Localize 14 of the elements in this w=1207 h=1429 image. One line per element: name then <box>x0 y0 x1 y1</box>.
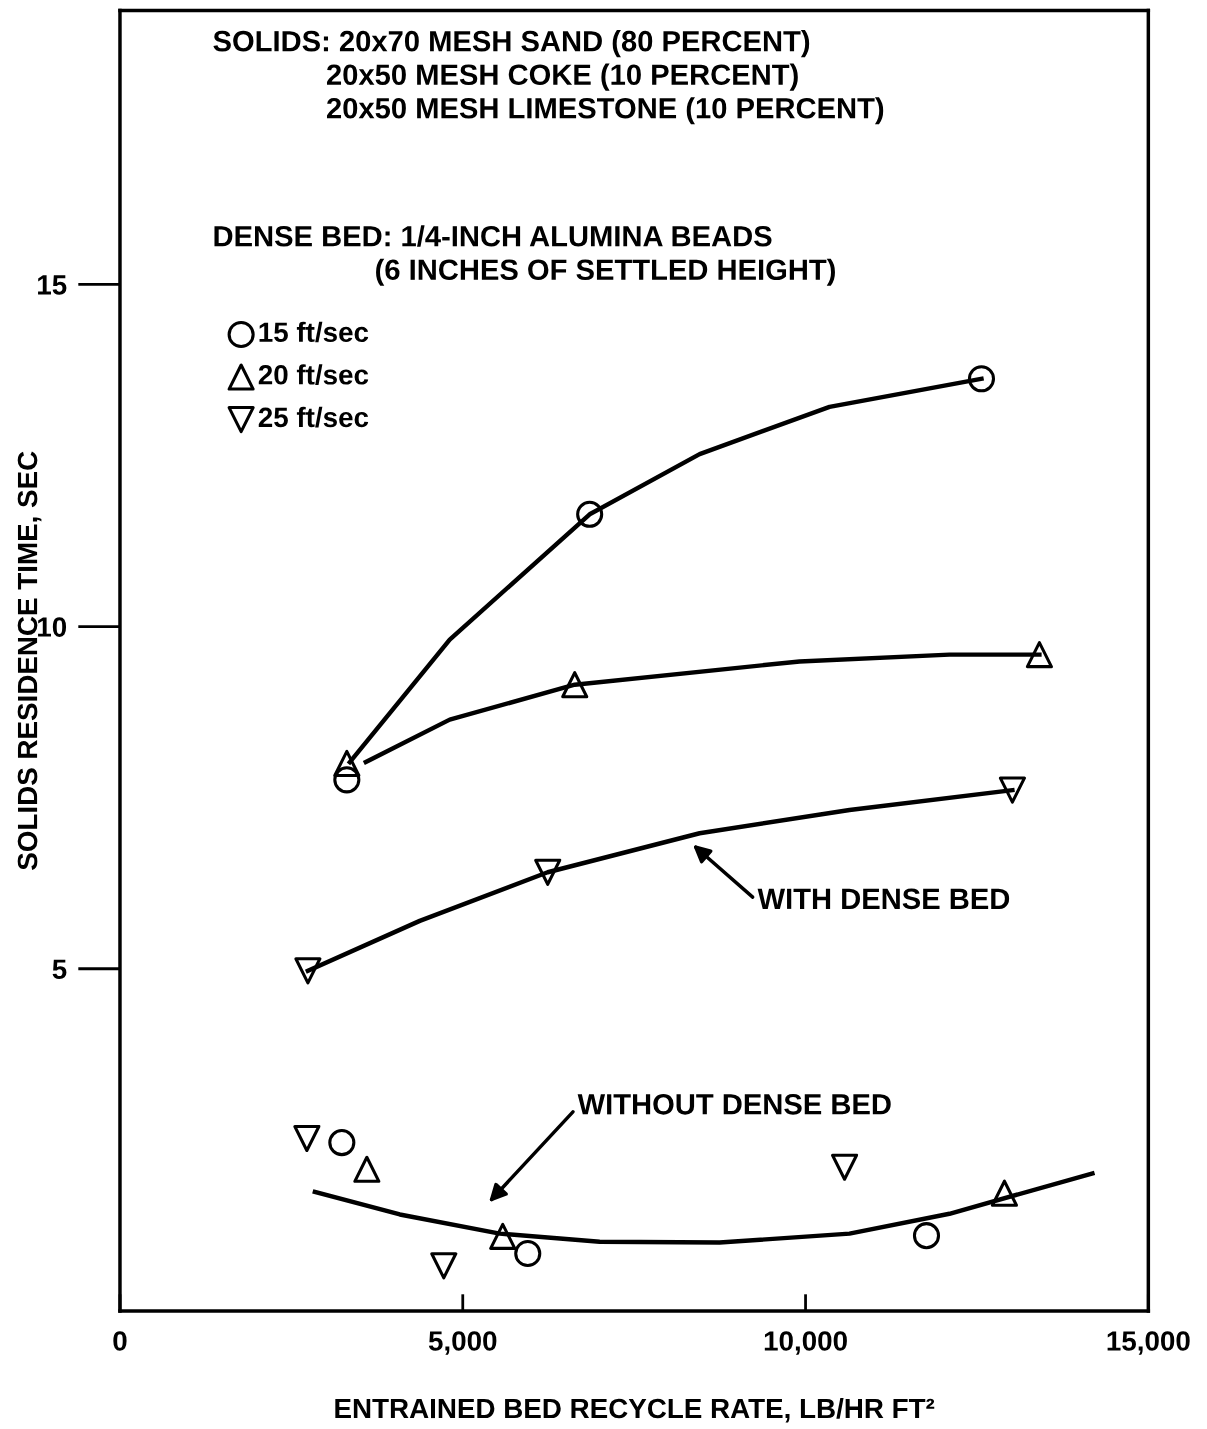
x-tick-label: 5,000 <box>428 1331 497 1355</box>
annotation: DENSE BED: 1/4-INCH ALUMINA BEADS (6 INCHES OF SETTLED HEIGHT) <box>214 225 835 286</box>
legend-label: 25 ft/sec <box>258 406 369 428</box>
legend-label: 15 ft/sec <box>259 321 369 343</box>
annotation: WITH DENSE BED <box>757 888 1010 910</box>
x-axis-title: ENTRAINED BED RECYCLE RATE, LB/HR FT² <box>335 1397 935 1423</box>
x-tick-label: 10,000 <box>764 1331 847 1355</box>
legend-label: 20 ft/sec <box>258 364 369 385</box>
y-tick-label: 15 <box>38 275 67 295</box>
x-tick-label: 0 <box>113 1331 127 1351</box>
annotation: WITHOUT DENSE BED <box>577 1093 891 1115</box>
x-tick-label: 15,000 <box>1107 1331 1190 1355</box>
annotation: SOLIDS: 20x70 MESH SAND (80 PERCENT) 20x50 MESH COKE (10 PERCENT) 20x50 MESH LIMESTONE (10 PERCENT) <box>213 30 884 125</box>
y-tick-label: 5 <box>52 959 67 980</box>
